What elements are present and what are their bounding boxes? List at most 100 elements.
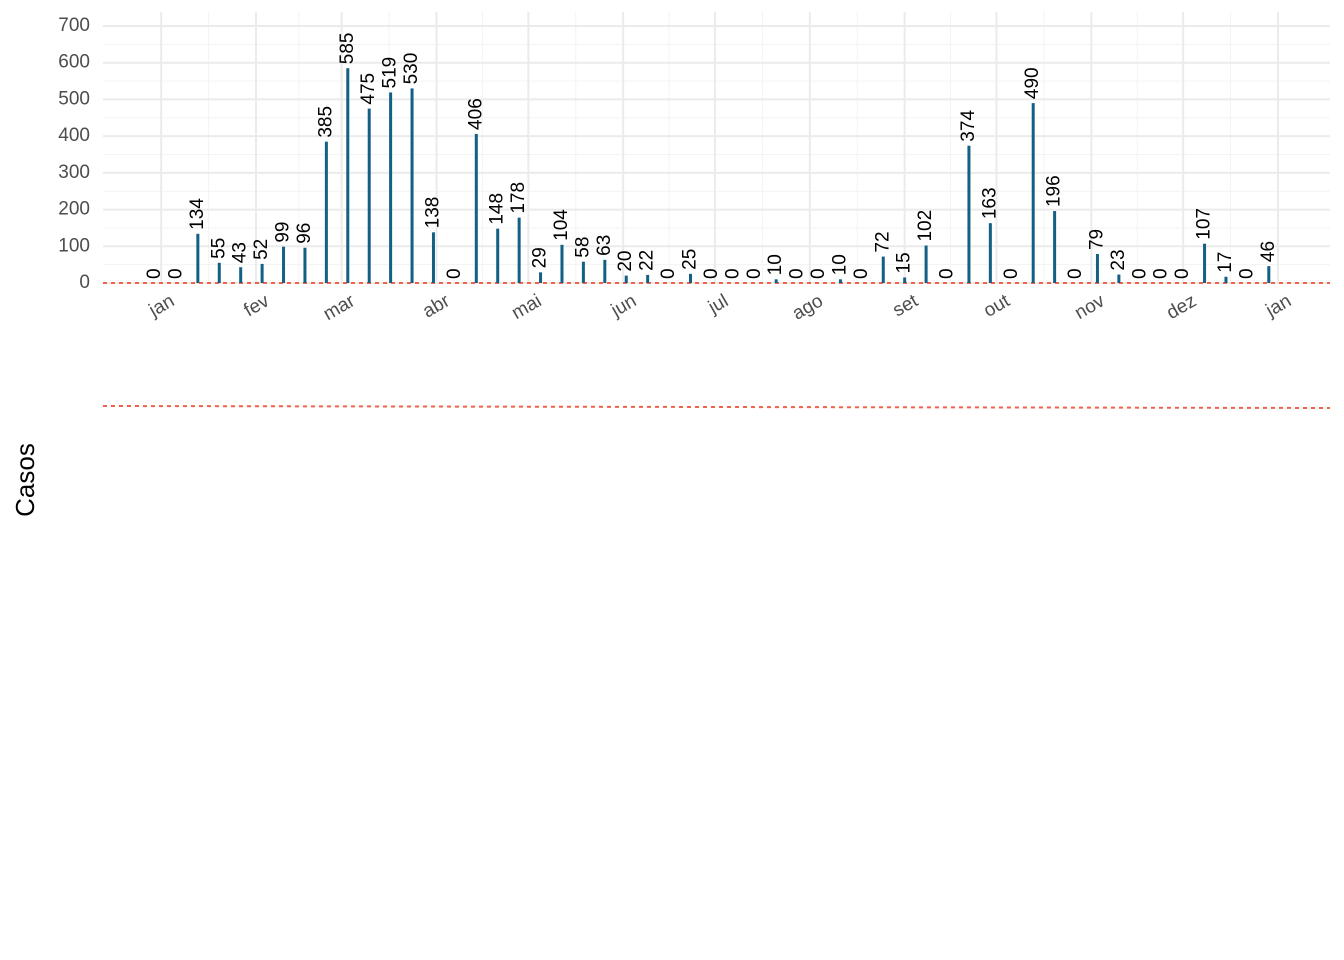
bar (410, 88, 414, 284)
value-label: 99 (273, 222, 294, 243)
bar (1203, 243, 1207, 283)
y-tick-label: 100 (58, 235, 90, 256)
x-tick-label: abr (419, 290, 454, 322)
y-tick-label: 500 (58, 88, 90, 109)
bar (560, 244, 564, 283)
value-label: 0 (144, 268, 165, 279)
value-label: 385 (315, 106, 336, 138)
y-tick-label: 600 (58, 52, 90, 73)
bar (1267, 266, 1271, 283)
value-label: 0 (165, 268, 186, 279)
value-label: 52 (251, 239, 272, 260)
value-label: 22 (637, 250, 658, 271)
value-label: 138 (422, 197, 443, 229)
y-tick-label: 700 (58, 15, 90, 36)
value-label: 0 (444, 268, 465, 279)
x-tick-label: out (980, 290, 1014, 322)
bar (496, 228, 500, 283)
bar (303, 247, 307, 283)
bar (838, 279, 842, 283)
bar (346, 68, 350, 283)
bar (1117, 274, 1121, 283)
bar (988, 223, 992, 283)
x-tick-label: set (889, 290, 922, 321)
y-tick-label: 200 (58, 199, 90, 220)
value-label: 530 (401, 53, 422, 85)
bar (217, 262, 221, 283)
bar (389, 92, 393, 284)
x-tick-label: jul (704, 290, 732, 318)
reference-line (102, 405, 1331, 409)
y-tick-label: 0 (79, 272, 90, 293)
value-label: 163 (979, 187, 1000, 219)
value-label: 0 (701, 268, 722, 279)
value-label: 72 (872, 231, 893, 252)
value-label: 102 (915, 210, 936, 242)
x-tick-label: fev (241, 290, 274, 321)
bar (431, 232, 435, 283)
bar (196, 233, 200, 283)
bar (688, 273, 692, 283)
bar (1224, 276, 1228, 283)
x-tick-label: dez (1163, 290, 1200, 324)
bar (324, 141, 328, 283)
bar (646, 274, 650, 283)
value-label: 25 (680, 249, 701, 270)
x-tick-label: nov (1071, 290, 1108, 324)
value-label: 0 (1236, 268, 1257, 279)
value-label: 148 (487, 193, 508, 225)
value-label: 29 (530, 247, 551, 268)
bar (603, 259, 607, 283)
value-label: 0 (722, 268, 743, 279)
bar (581, 261, 585, 283)
value-label: 58 (572, 237, 593, 258)
y-tick-label: 300 (58, 162, 90, 183)
bar (539, 272, 543, 283)
bar (881, 256, 885, 283)
value-label: 96 (294, 223, 315, 244)
value-label: 20 (615, 251, 636, 272)
bar (967, 145, 971, 283)
value-label: 0 (851, 268, 872, 279)
bar (903, 277, 907, 283)
bar (239, 267, 243, 283)
value-label: 107 (1194, 208, 1215, 240)
x-tick-label: jan (145, 290, 178, 321)
x-tick-label: jun (607, 290, 640, 321)
value-label: 23 (1108, 249, 1129, 270)
x-tick-label: jan (1262, 290, 1295, 321)
value-label: 17 (1215, 252, 1236, 273)
value-label: 0 (658, 268, 679, 279)
value-label: 0 (1129, 268, 1150, 279)
value-label: 490 (1022, 67, 1043, 99)
value-label: 0 (787, 268, 808, 279)
bar (260, 263, 264, 283)
value-label: 0 (808, 268, 829, 279)
value-label: 79 (1086, 229, 1107, 250)
value-label: 475 (358, 73, 379, 105)
value-label: 406 (465, 98, 486, 130)
bar (367, 108, 371, 283)
value-label: 15 (894, 252, 915, 273)
value-label: 374 (958, 110, 979, 142)
bar (282, 246, 286, 283)
bar (924, 245, 928, 283)
bar (1031, 103, 1035, 283)
value-label: 104 (551, 209, 572, 241)
value-label: 196 (1044, 175, 1065, 207)
y-tick-label: 400 (58, 125, 90, 146)
x-tick-label: mai (508, 290, 545, 323)
bar (1095, 253, 1099, 283)
value-label: 43 (230, 242, 251, 263)
bar (624, 275, 628, 283)
value-label: 178 (508, 182, 529, 214)
value-label: 0 (1151, 268, 1172, 279)
value-label: 0 (937, 268, 958, 279)
x-tick-label: ago (789, 290, 827, 324)
value-label: 10 (829, 254, 850, 275)
value-label: 55 (208, 238, 229, 259)
value-label: 134 (187, 198, 208, 230)
bar (474, 133, 478, 283)
value-label: 0 (1001, 268, 1022, 279)
